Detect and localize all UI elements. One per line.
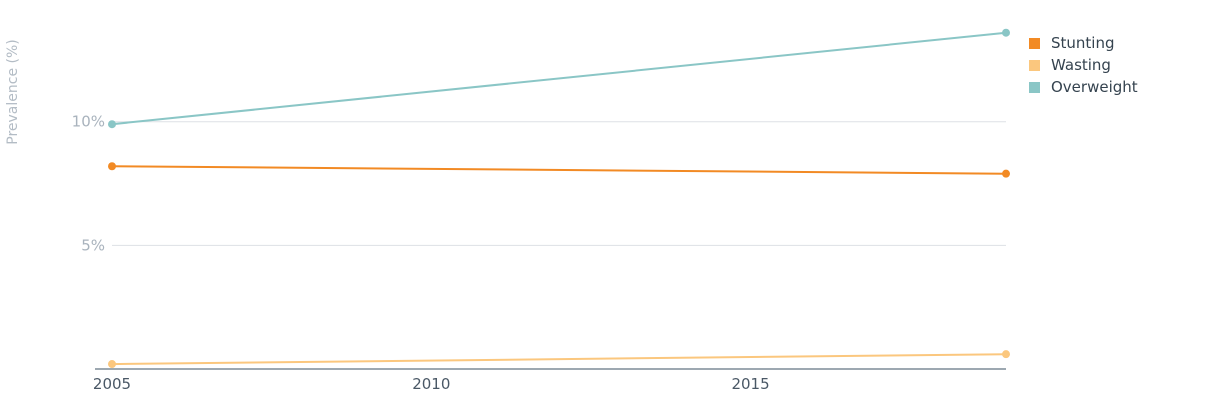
y-axis-ticks: 5% 10%: [72, 113, 105, 255]
x-axis-ticks: 2005 2010 2015: [93, 375, 770, 393]
gridlines: [112, 121, 1006, 246]
legend-item-overweight[interactable]: Overweight: [1029, 78, 1138, 96]
series-line-overweight: [111, 31, 1007, 126]
data-point-overweight[interactable]: [1002, 28, 1010, 37]
x-tick-label: 2005: [93, 375, 131, 393]
legend-swatch-overweight: [1029, 82, 1040, 93]
legend-label-wasting: Wasting: [1051, 56, 1111, 74]
legend-label-stunting: Stunting: [1051, 34, 1115, 52]
legend-item-stunting[interactable]: Stunting: [1029, 34, 1115, 52]
x-tick-label: 2015: [731, 375, 769, 393]
y-tick-label: 10%: [72, 113, 105, 131]
data-point-stunting[interactable]: [108, 162, 116, 171]
data-point-overweight[interactable]: [108, 120, 116, 129]
series-lines: [108, 28, 1010, 369]
legend-swatch-stunting: [1029, 38, 1040, 49]
series-line-wasting: [111, 353, 1007, 366]
legend: Stunting Wasting Overweight: [1029, 34, 1138, 96]
y-tick-label: 5%: [81, 236, 105, 254]
legend-swatch-wasting: [1029, 60, 1040, 71]
data-point-wasting[interactable]: [108, 360, 116, 369]
data-point-stunting[interactable]: [1002, 169, 1010, 178]
data-point-wasting[interactable]: [1002, 350, 1010, 359]
legend-label-overweight: Overweight: [1051, 78, 1138, 96]
series-line-stunting: [111, 165, 1007, 175]
legend-item-wasting[interactable]: Wasting: [1029, 56, 1111, 74]
y-axis-title: Prevalence (%): [5, 39, 21, 145]
x-tick-label: 2010: [412, 375, 450, 393]
